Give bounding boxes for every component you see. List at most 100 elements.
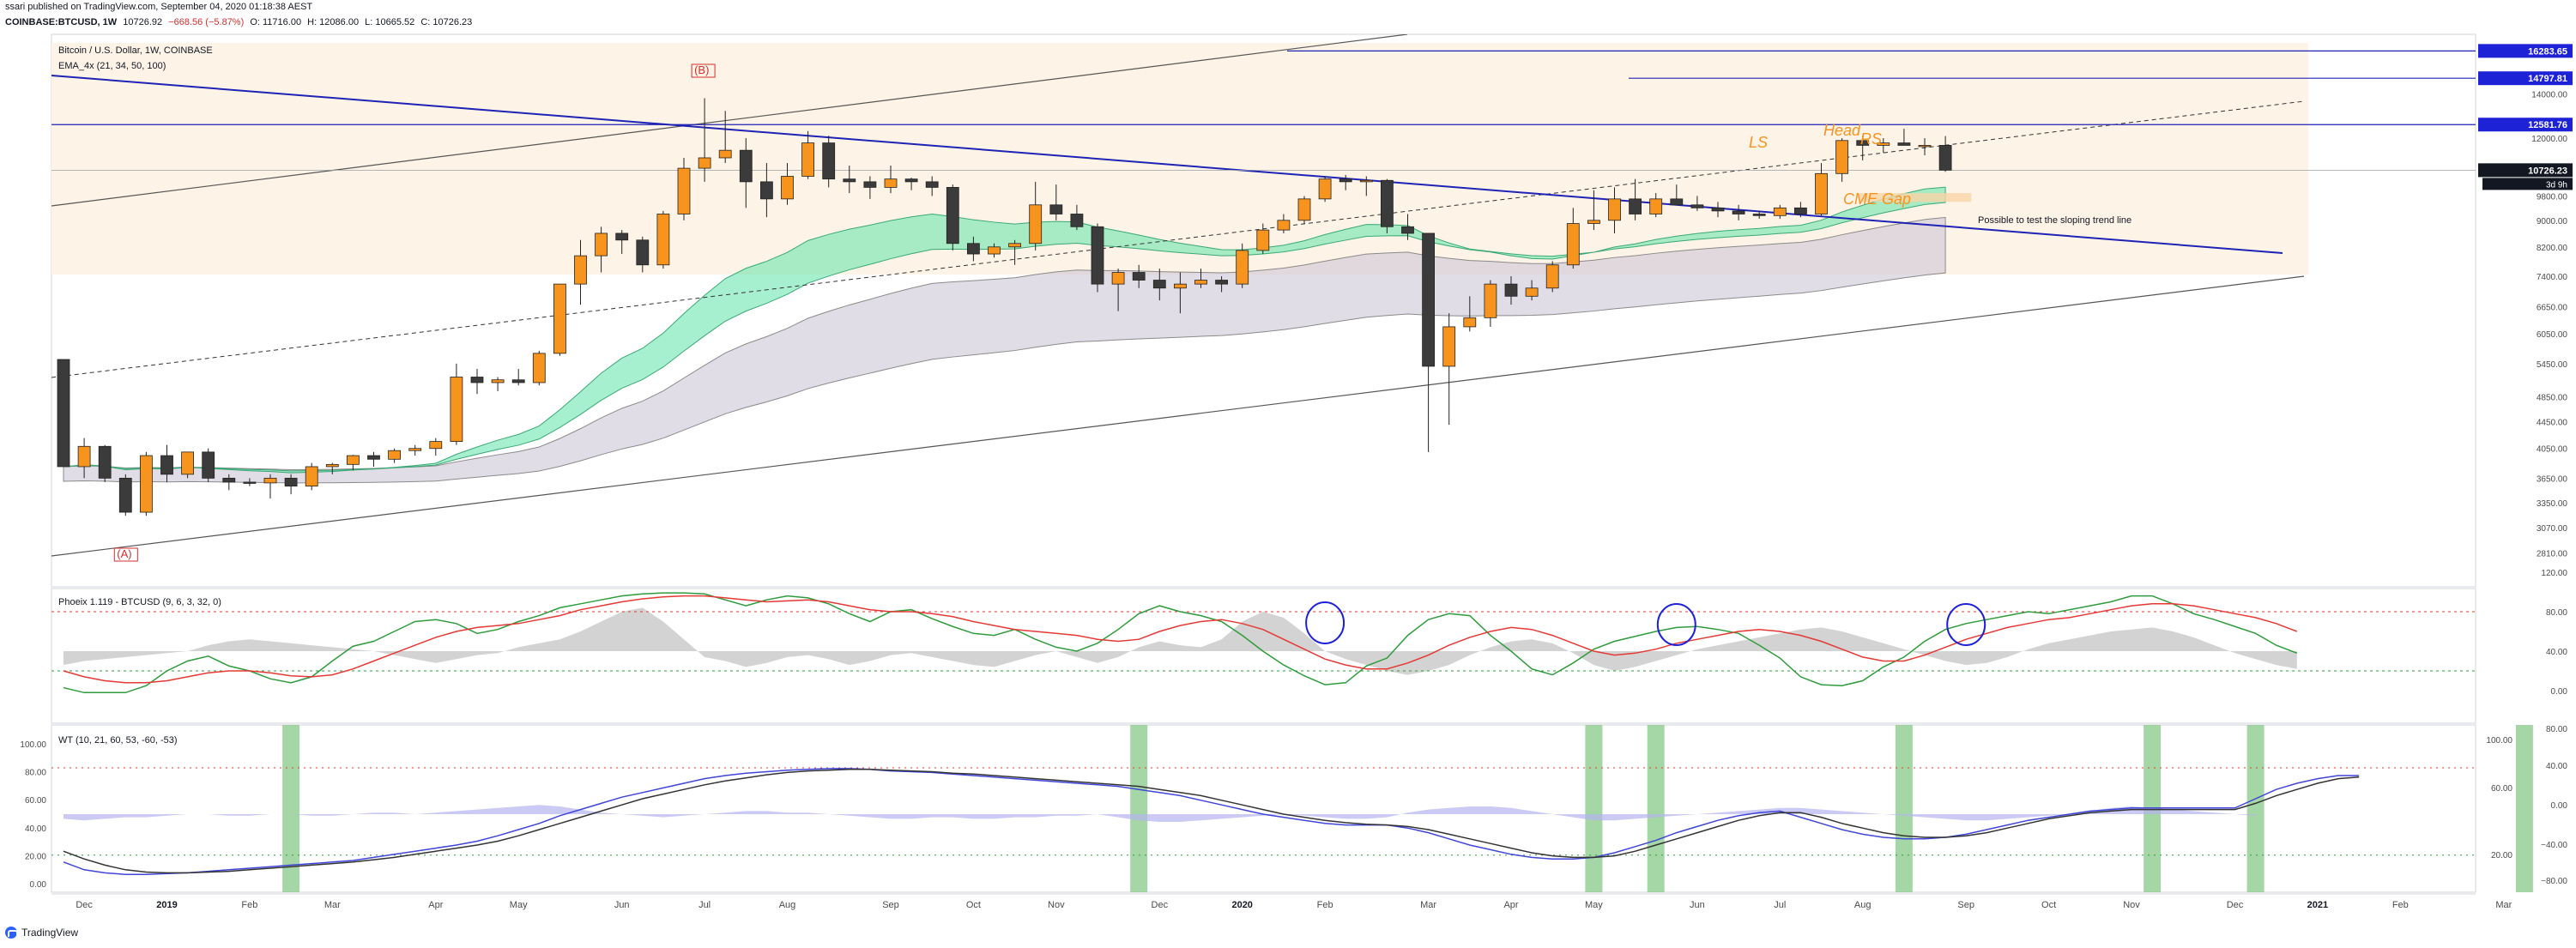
ema-ribbon-slow (63, 216, 1946, 484)
time-axis-tick: Nov (2123, 900, 2140, 910)
time-axis-tick: Nov (1048, 900, 1065, 910)
candle-body (1566, 223, 1580, 266)
price-axis-tick: 7400.00 (2537, 273, 2568, 282)
countdown-bg (2482, 178, 2573, 190)
price-axis-tick: 6050.00 (2537, 330, 2568, 340)
price-axis-tick: 12000.00 (2531, 135, 2567, 144)
time-axis-tick: Dec (2227, 900, 2244, 910)
candle-body (160, 455, 173, 475)
annotation-possible-to-test-the-sloping-trend-line: Possible to test the sloping trend line (1978, 215, 2132, 226)
wt-signal-bar (1647, 725, 1665, 892)
symbol-label: COINBASE:BTCUSD, 1W (5, 17, 118, 27)
candle-body (408, 448, 422, 451)
candle-body (843, 178, 856, 183)
candle-body (1256, 229, 1270, 251)
close-value: C: 10726.23 (420, 17, 473, 27)
candle-body (367, 455, 380, 460)
wt-right-tick: −40.00 (2541, 841, 2567, 850)
phoenix-line-green (63, 592, 2298, 694)
low-value: L: 10665.52 (365, 17, 415, 27)
annotation-rs: RS (1860, 130, 1882, 148)
candle-body (595, 232, 608, 257)
candle-body (470, 377, 484, 383)
time-axis-tick: Oct (966, 900, 981, 910)
sloping-trendline (51, 75, 2283, 254)
price-axis-tick: 4850.00 (2537, 394, 2568, 403)
candle-body (1608, 198, 1621, 221)
candle-body (1381, 179, 1394, 227)
main-chart-title: Bitcoin / U.S. Dollar, 1W, COINBASE (58, 45, 213, 56)
wt-signal-bar (1585, 725, 1603, 892)
open-value: O: 11716.00 (250, 17, 302, 27)
time-axis-tick: Jun (1690, 900, 1705, 910)
candle-body (1545, 264, 1559, 289)
price-tag-label: 14797.81 (2528, 74, 2567, 84)
candle-body (904, 178, 918, 183)
time-axis-tick: Sep (1957, 900, 1974, 910)
time-axis-tick: Mar (1420, 900, 1436, 910)
wt-layer (51, 725, 2533, 892)
time-axis-tick: 2019 (156, 900, 177, 910)
candle-body (1008, 243, 1021, 248)
price-tag-bg (2478, 163, 2573, 178)
wt-signal-bar (1895, 725, 1913, 892)
time-axis-tick: Jul (698, 900, 711, 910)
candle-body (98, 445, 112, 479)
candle-body (718, 149, 732, 159)
candle-body (181, 451, 195, 475)
price-tag-bg (2478, 71, 2573, 86)
price-tag-label: 16283.65 (2528, 46, 2567, 57)
candle-body (760, 181, 773, 200)
annotation-head: Head (1823, 122, 1861, 139)
candle-body (491, 379, 505, 383)
candle-body (781, 176, 794, 200)
candle-body (636, 239, 650, 266)
candle-body (822, 142, 836, 180)
wt-signal-bar (2246, 725, 2265, 892)
high-value: H: 12086.00 (307, 17, 360, 27)
candle-body (243, 481, 257, 484)
wt-left-tick: 80.00 (25, 769, 46, 778)
annotation--b-: (B) (694, 63, 709, 76)
candle-body (1049, 204, 1063, 214)
candle-body (429, 441, 443, 450)
phoenix-circle (1305, 601, 1345, 644)
candle-body (1670, 198, 1684, 206)
candle-body (967, 243, 980, 255)
wt-right-tick: 100.00 (2486, 736, 2513, 746)
candle-body (1484, 283, 1497, 318)
price-axis-tick: 8200.00 (2537, 244, 2568, 253)
candle-body (1111, 272, 1125, 285)
phoenix-layer (51, 592, 2476, 694)
time-axis-tick: Sep (882, 900, 899, 910)
phoenix-circle (1946, 603, 1986, 646)
candle-body (1359, 179, 1373, 183)
wt-title: WT (10, 21, 60, 53, -60, -53) (58, 735, 178, 746)
candle-body (1773, 207, 1787, 216)
wt-right-tick: 80.00 (2546, 725, 2567, 734)
candle-body (1318, 178, 1332, 200)
wt-left-tick: 0.00 (30, 880, 47, 890)
annotation-cme-gap: CME Gap (1843, 190, 1911, 208)
candle-body (1525, 287, 1539, 297)
price-axis-tick: 3070.00 (2537, 524, 2568, 534)
candle-body (1711, 207, 1725, 212)
candle-body (139, 455, 153, 513)
wt-right-tick: 20.00 (2491, 851, 2513, 860)
time-axis-tick: Dec (1152, 900, 1169, 910)
candle-body (450, 377, 463, 443)
price-axis-tick: 9000.00 (2537, 217, 2568, 226)
wt-signal-bar (282, 725, 300, 892)
candle-body (1401, 226, 1414, 234)
wt-signal-bar (1130, 725, 1148, 892)
cme-gap-box (1859, 193, 1972, 202)
candle-body (57, 359, 70, 468)
candle-body (388, 450, 402, 460)
candle-body (1690, 204, 1704, 208)
candle-body (801, 142, 814, 177)
candle-body (677, 167, 691, 214)
candle-body (1877, 142, 1890, 146)
candle-body (1442, 326, 1456, 367)
time-axis-tick: Feb (1317, 900, 1333, 910)
